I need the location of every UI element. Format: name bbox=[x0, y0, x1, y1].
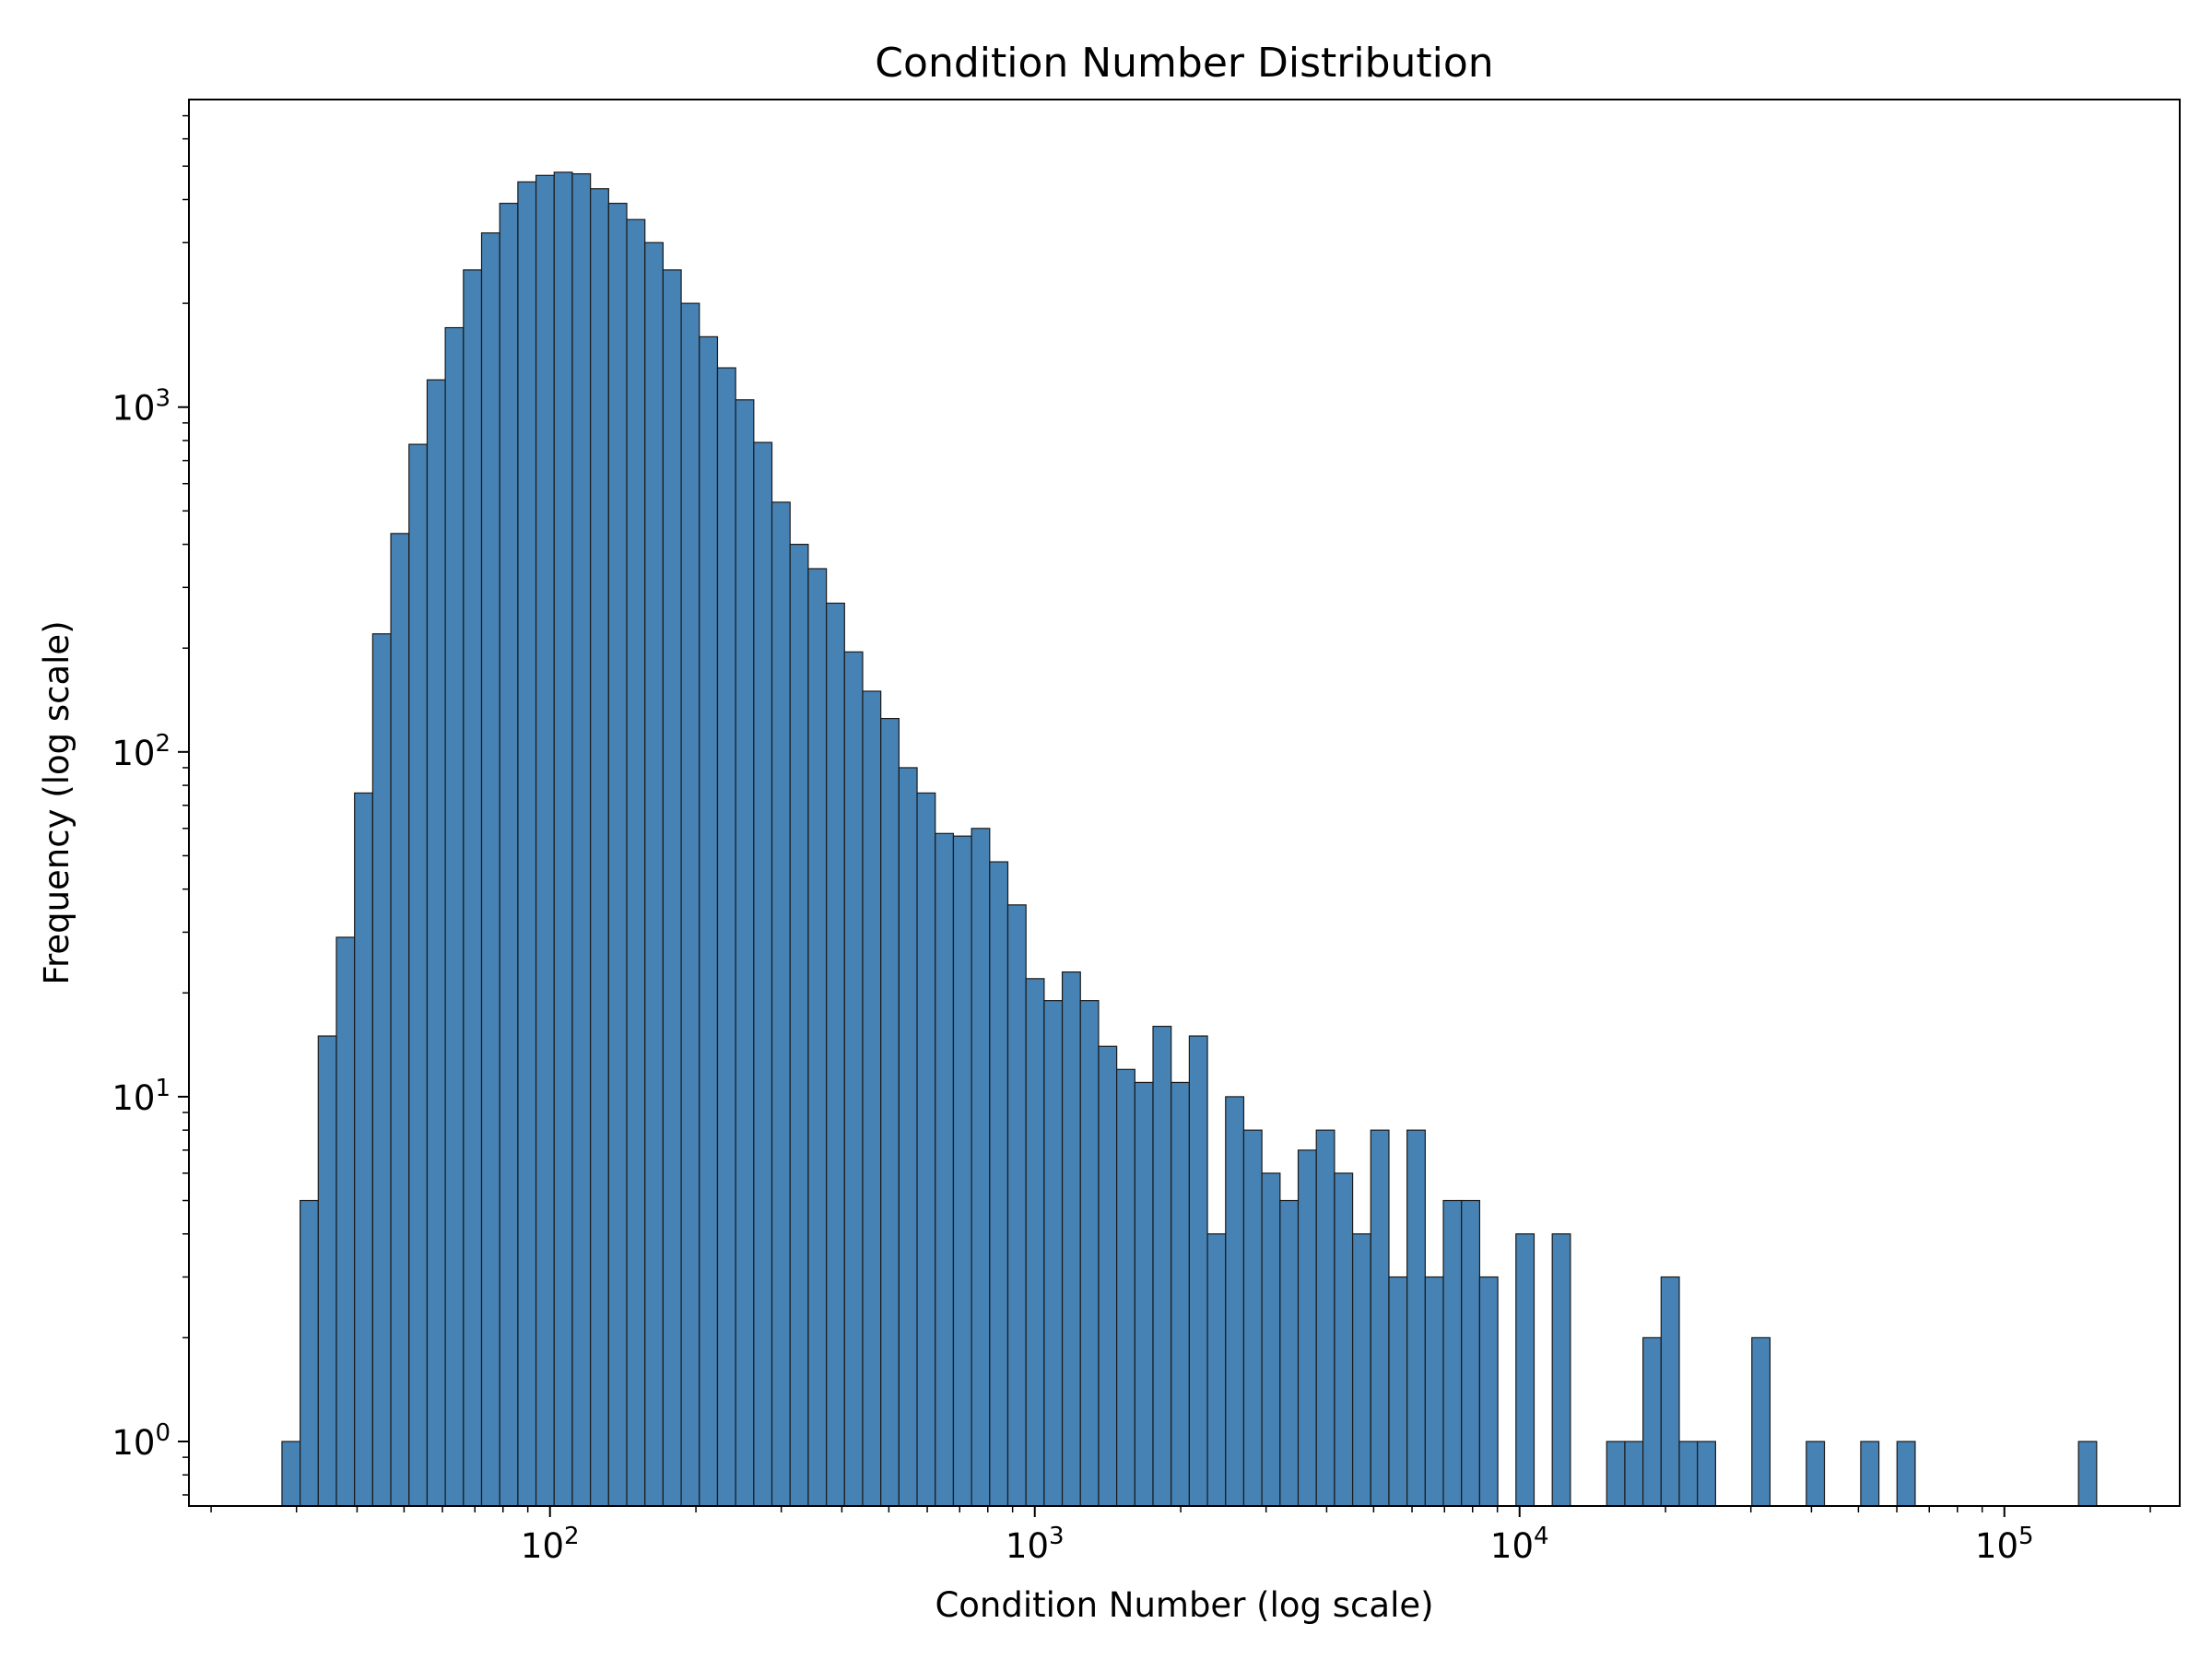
histogram-bar bbox=[480, 232, 500, 1507]
histogram-bar bbox=[1388, 1276, 1408, 1507]
histogram-bar bbox=[371, 633, 392, 1507]
x-axis-label: Condition Number (log scale) bbox=[935, 1585, 1433, 1625]
histogram-bar bbox=[1478, 1276, 1499, 1507]
histogram-bar bbox=[771, 501, 791, 1507]
histogram-bar bbox=[1515, 1233, 1535, 1507]
histogram-bar bbox=[463, 269, 483, 1507]
histogram-bar bbox=[1006, 904, 1027, 1507]
histogram-bar bbox=[1225, 1096, 1245, 1507]
histogram-bar bbox=[662, 269, 682, 1507]
histogram-bar bbox=[1334, 1172, 1354, 1507]
histogram-bar bbox=[753, 441, 773, 1507]
histogram-bar bbox=[1043, 1000, 1064, 1507]
histogram-bar bbox=[1806, 1441, 1826, 1507]
histogram-bar bbox=[789, 543, 809, 1507]
x-tick-label: 104 bbox=[1490, 1523, 1549, 1566]
histogram-bar bbox=[626, 218, 646, 1507]
histogram-bar bbox=[1188, 1035, 1208, 1507]
histogram-bar bbox=[1370, 1129, 1390, 1507]
histogram-bar bbox=[1351, 1233, 1371, 1507]
histogram-bar bbox=[571, 172, 592, 1507]
histogram-bar bbox=[1242, 1129, 1263, 1507]
y-tick-label: 100 bbox=[112, 1419, 171, 1463]
histogram-bar bbox=[354, 792, 373, 1507]
histogram-bar bbox=[444, 326, 465, 1507]
histogram-bar bbox=[1606, 1441, 1626, 1507]
histogram-bar bbox=[1860, 1441, 1880, 1507]
histogram-bar bbox=[735, 399, 755, 1507]
histogram-bar bbox=[1279, 1199, 1300, 1507]
histogram-bar bbox=[716, 367, 736, 1507]
histogram-bar bbox=[1116, 1068, 1135, 1507]
histogram-bar bbox=[1424, 1276, 1444, 1507]
histogram-bar bbox=[680, 302, 700, 1507]
histogram-bar bbox=[390, 533, 410, 1507]
histogram-bar bbox=[916, 792, 936, 1507]
histogram-bar bbox=[1624, 1441, 1644, 1507]
histogram-bar bbox=[1442, 1199, 1463, 1507]
histogram-bar bbox=[1642, 1336, 1662, 1507]
histogram-bar bbox=[1551, 1233, 1571, 1507]
histogram-bar bbox=[880, 717, 900, 1507]
histogram-bar bbox=[281, 1441, 301, 1507]
histogram-bar bbox=[644, 241, 665, 1507]
y-tick-label: 103 bbox=[112, 385, 171, 429]
histogram-bar bbox=[989, 861, 1009, 1507]
histogram-bar bbox=[935, 832, 955, 1507]
histogram-bar bbox=[862, 690, 882, 1507]
histogram-bar bbox=[590, 188, 609, 1507]
histogram-bar bbox=[408, 443, 429, 1507]
histogram-bar bbox=[1660, 1276, 1680, 1507]
histogram-bar bbox=[1061, 971, 1081, 1507]
histogram-bar bbox=[952, 835, 972, 1507]
histogram-bar bbox=[898, 767, 918, 1507]
histogram-bar bbox=[1152, 1025, 1172, 1507]
x-tick-label: 105 bbox=[1975, 1523, 2034, 1566]
histogram-bar bbox=[807, 568, 828, 1507]
histogram-bar bbox=[426, 379, 446, 1507]
histogram-bar bbox=[826, 602, 845, 1507]
histogram-bar bbox=[843, 651, 864, 1507]
histogram-bar bbox=[699, 335, 719, 1507]
histogram-bar bbox=[2077, 1441, 2098, 1507]
histogram-bar bbox=[1697, 1441, 1716, 1507]
histogram-bar bbox=[317, 1035, 337, 1507]
histogram-bar bbox=[1461, 1199, 1481, 1507]
histogram-bar bbox=[335, 936, 356, 1507]
histogram-bar bbox=[1678, 1441, 1699, 1507]
histogram-bar bbox=[1297, 1149, 1317, 1507]
histogram-bar bbox=[1206, 1233, 1227, 1507]
histogram-bar bbox=[971, 828, 991, 1507]
histogram-bar bbox=[1025, 978, 1045, 1507]
plot-area-frame bbox=[188, 99, 2181, 1507]
histogram-bar bbox=[517, 181, 537, 1507]
histogram-bar bbox=[1079, 1000, 1100, 1507]
histogram-bar bbox=[1751, 1336, 1771, 1507]
histogram-bar bbox=[1315, 1129, 1335, 1507]
x-tick-label: 103 bbox=[1006, 1523, 1065, 1566]
histogram-bar bbox=[1896, 1441, 1916, 1507]
y-tick-label: 101 bbox=[112, 1075, 171, 1118]
y-axis-ticks: 100 101 102 103 bbox=[112, 114, 189, 1496]
y-axis-label: Frequency (log scale) bbox=[37, 620, 76, 984]
histogram-bar bbox=[1098, 1045, 1118, 1507]
histogram-bar bbox=[1261, 1172, 1281, 1507]
x-axis-ticks: 102 103 104 105 bbox=[210, 1506, 2151, 1566]
histogram-bar bbox=[553, 171, 573, 1507]
histogram-bar bbox=[607, 203, 628, 1507]
histogram-bar bbox=[535, 174, 555, 1507]
histogram-bar bbox=[1171, 1081, 1190, 1507]
chart-title: Condition Number Distribution bbox=[875, 40, 1493, 87]
histogram-bar bbox=[499, 203, 519, 1507]
y-tick-label: 102 bbox=[112, 730, 171, 773]
histogram-bar bbox=[1134, 1081, 1154, 1507]
histogram-bar bbox=[1406, 1129, 1426, 1507]
x-tick-label: 102 bbox=[521, 1523, 580, 1566]
histogram-bar bbox=[300, 1199, 319, 1507]
